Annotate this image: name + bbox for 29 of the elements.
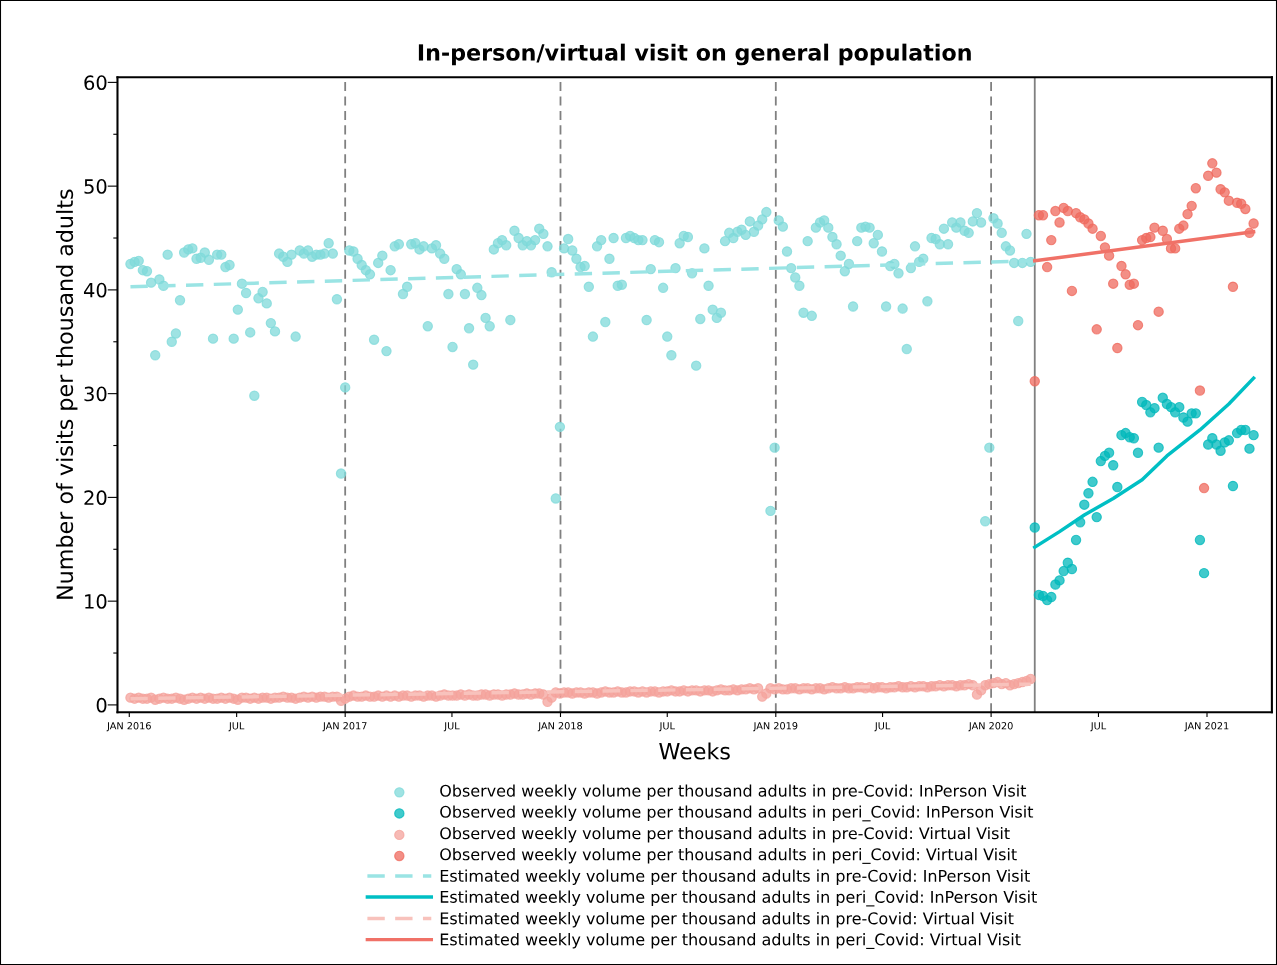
- x-tick-label: JAN 2016: [106, 722, 151, 732]
- x-tick-label: JAN 2019: [753, 722, 798, 732]
- legend-label: Estimated weekly volume per thousand adults in pre-Covid: Virtual Visit: [440, 912, 1014, 928]
- legend-label: Observed weekly volume per thousand adults in pre-Covid: Virtual Visit: [440, 826, 1010, 843]
- x-tick-label: JUL: [1090, 722, 1107, 732]
- legend-label: Observed weekly volume per thousand adults in peri_Covid: InPerson Visit: [440, 805, 1034, 822]
- legend-label: Observed weekly volume per thousand adults in pre-Covid: InPerson Visit: [440, 784, 1027, 800]
- legend-label: Estimated weekly volume per thousand adults in peri_Covid: InPerson Visit: [440, 890, 1037, 907]
- x-tick-label: JUL: [659, 722, 675, 732]
- legend-label: Estimated weekly volume per thousand adults in pre-Covid: InPerson Visit: [440, 869, 1030, 885]
- y-tick-label: 60: [84, 75, 107, 91]
- y-tick-label: 0: [96, 697, 107, 713]
- x-tick-label: JAN 2017: [322, 722, 367, 732]
- y-tick-label: 20: [84, 490, 107, 506]
- x-tick-label: JAN 2018: [537, 722, 583, 732]
- x-tick-label: JUL: [443, 722, 460, 732]
- chart-title: In-person/virtual visit on general population: [418, 43, 971, 66]
- x-tick-label: JUL: [874, 722, 891, 732]
- legend-label: Estimated weekly volume per thousand adults in peri_Covid: Virtual Visit: [440, 933, 1021, 949]
- x-tick-label: JAN 2020: [968, 722, 1013, 732]
- x-tick-label: JUL: [228, 722, 245, 732]
- legend-label: Observed weekly volume per thousand adults in peri_Covid: Virtual Visit: [440, 848, 1017, 864]
- y-axis-title: Number of visits per thousand adults: [55, 189, 78, 599]
- x-axis-title: Weeks: [659, 742, 730, 760]
- y-tick-label: 50: [84, 179, 107, 194]
- x-tick-label: JAN 2021: [1184, 722, 1229, 732]
- y-tick-label: 30: [84, 386, 107, 402]
- y-tick-label: 40: [83, 282, 107, 298]
- y-tick-label: 10: [85, 594, 107, 609]
